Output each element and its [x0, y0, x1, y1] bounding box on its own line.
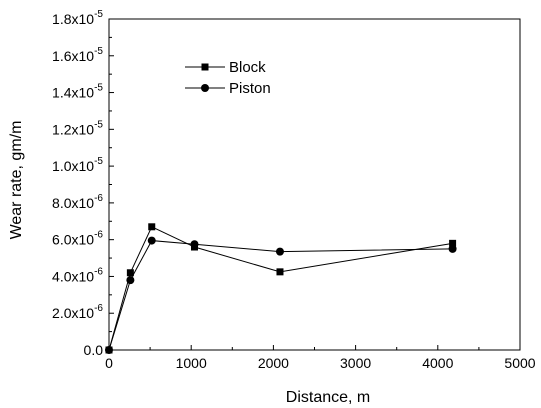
x-tick-label: 3000: [340, 355, 371, 371]
data-point-piston: [190, 240, 199, 249]
y-tick-label: 1.6x10-5: [52, 46, 103, 64]
x-tick-label: 4000: [422, 355, 453, 371]
y-tick-label: 0.0: [84, 342, 104, 358]
data-point-block: [449, 239, 457, 247]
y-tick-label: 1.4x10-5: [52, 83, 103, 101]
y-tick-mantissa: 8.0x10: [52, 195, 94, 211]
data-point-block: [276, 268, 284, 276]
y-tick-exponent: -5: [94, 119, 103, 130]
x-axis-title: Distance, m: [286, 389, 370, 406]
y-tick-exponent: -5: [94, 83, 103, 94]
data-point-block: [126, 269, 134, 277]
y-tick-mantissa: 1.0x10: [52, 158, 94, 174]
y-tick-label: 1.8x10-5: [52, 9, 103, 27]
y-tick-exponent: -6: [94, 230, 103, 241]
series-line-block: [108, 226, 453, 351]
y-tick-mantissa: 4.0x10: [52, 268, 94, 284]
y-tick-exponent: -6: [94, 193, 103, 204]
series-line-piston: [108, 240, 453, 351]
data-point-piston: [126, 276, 135, 285]
x-tick-label: 0: [105, 355, 113, 371]
y-tick-exponent: -6: [94, 266, 103, 277]
legend-marker-block: [201, 63, 209, 71]
y-tick-label: 4.0x10-6: [52, 266, 103, 284]
data-point-piston: [147, 236, 156, 245]
y-tick-label: 6.0x10-6: [52, 230, 103, 248]
y-tick-mantissa: 1.4x10: [52, 85, 94, 101]
y-tick-mantissa: 1.6x10: [52, 48, 94, 64]
legend-label-piston: Piston: [229, 80, 271, 97]
y-tick-exponent: -5: [94, 9, 103, 20]
x-tick-label: 2000: [258, 355, 289, 371]
y-tick-exponent: -6: [94, 303, 103, 314]
y-tick-label: 1.2x10-5: [52, 119, 103, 137]
x-tick-label: 1000: [176, 355, 207, 371]
y-tick-exponent: -5: [94, 156, 103, 167]
y-tick-mantissa: 2.0x10: [52, 305, 94, 321]
plot-area: 0 1000 2000 3000 4000 50000.02.0x10-64.0x10-6…: [52, 9, 536, 371]
y-tick-exponent: -5: [94, 46, 103, 57]
y-tick-label: 1.0x10-5: [52, 156, 103, 174]
data-point-piston: [448, 244, 457, 253]
data-point-piston: [105, 346, 113, 354]
y-tick-mantissa: 1.8x10: [52, 11, 94, 27]
x-tick-label: 5000: [504, 355, 535, 371]
y-axis-title: Wear rate, gm/m: [8, 121, 25, 240]
legend-marker-piston: [201, 84, 209, 92]
y-tick-mantissa: 0.0: [84, 342, 104, 358]
y-tick-mantissa: 1.2x10: [52, 121, 94, 137]
y-tick-label: 8.0x10-6: [52, 193, 103, 211]
data-point-piston: [275, 247, 284, 256]
y-tick-mantissa: 6.0x10: [52, 232, 94, 248]
data-point-block: [148, 223, 156, 231]
plot-frame: [108, 18, 521, 351]
y-tick-label: 2.0x10-6: [52, 303, 103, 321]
legend-label-block: Block: [229, 59, 266, 76]
